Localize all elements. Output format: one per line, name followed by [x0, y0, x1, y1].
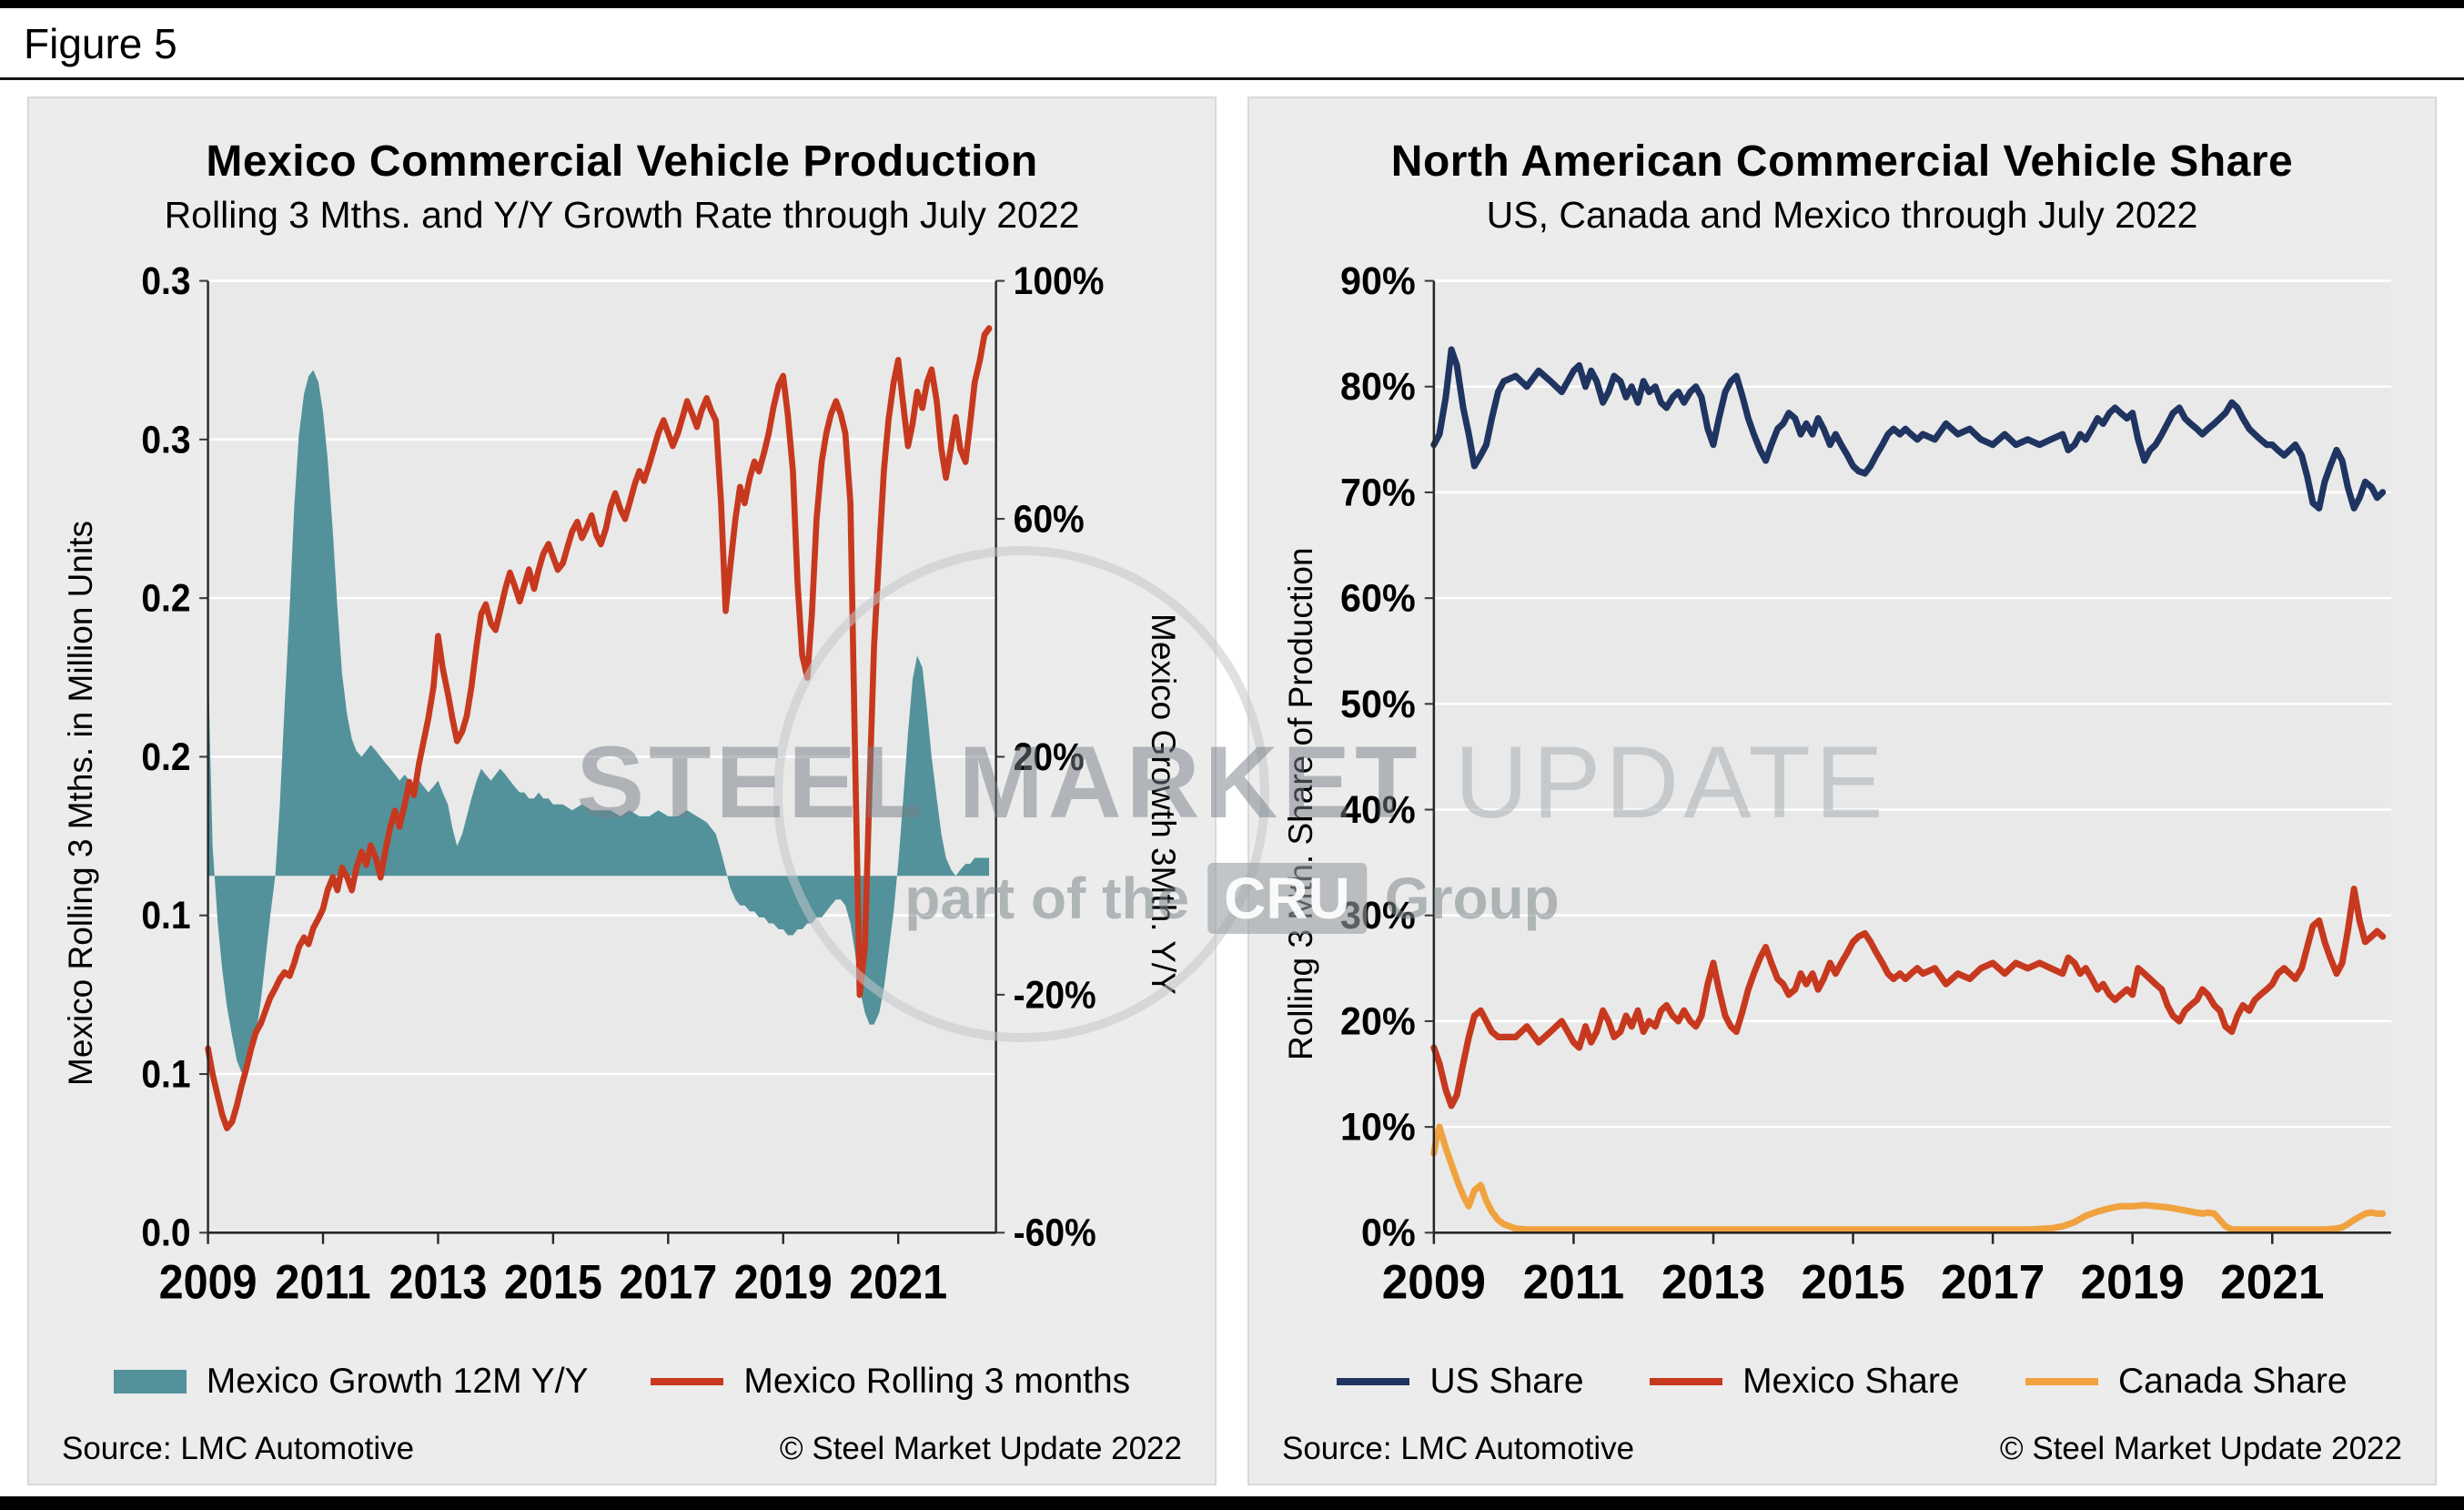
- legend-item: Canada Share: [2025, 1362, 2348, 1402]
- mexico-production-chart: 0.0 0.1 0.1 0.2 0.2 0.3 0.3 -60% -20% 20% 60% 100% 2…: [111, 264, 1133, 1343]
- svg-text:2011: 2011: [275, 1255, 370, 1309]
- legend-left-panel: Mexico Growth 12M Y/Y Mexico Rolling 3 mo…: [51, 1347, 1193, 1416]
- svg-text:2015: 2015: [504, 1255, 602, 1309]
- svg-text:2019: 2019: [2081, 1256, 2185, 1310]
- chart-title-right-panel: North American Commercial Vehicle Share: [1390, 137, 2294, 186]
- chart-title-left-panel: Mexico Commercial Vehicle Production: [206, 137, 1038, 186]
- svg-text:2011: 2011: [1523, 1256, 1624, 1310]
- chart-area-right-panel: Rolling 3 Mth. Share of Production 0% 10%…: [1271, 264, 2413, 1343]
- svg-text:80%: 80%: [1340, 365, 1416, 409]
- svg-text:30%: 30%: [1340, 894, 1416, 937]
- svg-text:90%: 90%: [1340, 264, 1416, 302]
- svg-text:2015: 2015: [1801, 1256, 1904, 1310]
- svg-text:2009: 2009: [159, 1255, 258, 1309]
- legend-item: US Share: [1337, 1362, 1584, 1402]
- na-share-panel: North American Commercial Vehicle Share …: [1247, 96, 2437, 1485]
- chart-subtitle-right-panel: US, Canada and Mexico through July 2022: [1486, 194, 2198, 236]
- legend-label: Mexico Rolling 3 months: [743, 1362, 1131, 1401]
- svg-text:40%: 40%: [1340, 788, 1416, 832]
- figure-label: Figure 5: [24, 20, 177, 67]
- svg-text:2009: 2009: [1382, 1256, 1486, 1310]
- svg-text:60%: 60%: [1014, 497, 1085, 541]
- svg-text:70%: 70%: [1340, 471, 1416, 514]
- copyright-note: © Steel Market Update 2022: [779, 1431, 1182, 1466]
- svg-text:50%: 50%: [1340, 682, 1416, 725]
- svg-text:2017: 2017: [1941, 1256, 2045, 1310]
- header-divider: [0, 77, 2464, 80]
- svg-text:60%: 60%: [1340, 576, 1416, 620]
- na-share-chart: 0% 10% 20% 30% 40% 50% 60% 70% 80% 90% 2009 2011 201…: [1331, 264, 2413, 1343]
- legend-item: Mexico Rolling 3 months: [651, 1362, 1130, 1402]
- copyright-note: © Steel Market Update 2022: [1999, 1431, 2402, 1466]
- source-note: Source: LMC Automotive: [1282, 1431, 1635, 1466]
- svg-text:0.2: 0.2: [141, 735, 190, 778]
- legend-area-swatch: [113, 1370, 187, 1393]
- legend-label: Canada Share: [2117, 1362, 2348, 1401]
- svg-text:2013: 2013: [389, 1255, 487, 1309]
- legend-right-panel: US Share Mexico Share Canada Share: [1271, 1347, 2413, 1416]
- svg-text:-60%: -60%: [1014, 1211, 1096, 1254]
- legend-label: US Share: [1429, 1362, 1584, 1401]
- legend-line-swatch: [1650, 1378, 1723, 1385]
- legend-item: Mexico Growth 12M Y/Y: [113, 1362, 589, 1402]
- svg-text:0.1: 0.1: [141, 1052, 190, 1096]
- share-y-axis-title: Rolling 3 Mth. Share of Production: [1282, 547, 1319, 1060]
- svg-text:2013: 2013: [1661, 1256, 1765, 1310]
- chart-svg: 0.0 0.1 0.1 0.2 0.2 0.3 0.3 -60% -20% 20% 60% 100% 2…: [141, 264, 1105, 1309]
- svg-text:10%: 10%: [1340, 1105, 1416, 1149]
- primary-y-axis-title: Mexico Rolling 3 Mths. in Million Units: [62, 521, 99, 1087]
- svg-text:2021: 2021: [2220, 1256, 2324, 1310]
- source-note: Source: LMC Automotive: [62, 1431, 415, 1466]
- svg-text:0%: 0%: [1361, 1211, 1416, 1254]
- chart-area-left-panel: Mexico Rolling 3 Mths. in Million Units …: [51, 264, 1193, 1343]
- svg-text:0.2: 0.2: [141, 576, 190, 620]
- legend-item: Mexico Share: [1650, 1362, 1960, 1402]
- svg-text:2021: 2021: [849, 1255, 947, 1309]
- legend-line-swatch: [1337, 1378, 1410, 1385]
- svg-text:-20%: -20%: [1014, 973, 1096, 1017]
- svg-text:2019: 2019: [734, 1255, 833, 1309]
- chart-subtitle-left-panel: Rolling 3 Mths. and Y/Y Growth Rate thro…: [164, 194, 1080, 236]
- footer-left-panel: Source: LMC Automotive © Steel Market Up…: [51, 1416, 1193, 1473]
- mexico-production-panel: Mexico Commercial Vehicle Production Rol…: [27, 96, 1217, 1485]
- top-border: [0, 0, 2464, 8]
- svg-text:0.0: 0.0: [141, 1211, 190, 1254]
- svg-text:0.1: 0.1: [141, 894, 190, 937]
- svg-text:20%: 20%: [1340, 999, 1416, 1043]
- bottom-border: [0, 1496, 2464, 1510]
- svg-text:0.3: 0.3: [141, 418, 190, 461]
- panels-container: Mexico Commercial Vehicle Production Rol…: [0, 80, 2464, 1485]
- secondary-y-axis-title: Mexico Growth 3Mth. Y/Y: [1145, 613, 1182, 995]
- svg-text:100%: 100%: [1014, 264, 1105, 302]
- svg-text:2017: 2017: [619, 1255, 717, 1309]
- legend-label: Mexico Growth 12M Y/Y: [206, 1362, 589, 1401]
- footer-right-panel: Source: LMC Automotive © Steel Market Up…: [1271, 1416, 2413, 1473]
- chart-svg: 0% 10% 20% 30% 40% 50% 60% 70% 80% 90% 2009 2011 201…: [1340, 264, 2391, 1310]
- legend-line-swatch: [651, 1378, 724, 1385]
- legend-line-swatch: [2025, 1378, 2098, 1385]
- svg-text:20%: 20%: [1014, 735, 1085, 778]
- svg-text:0.3: 0.3: [141, 264, 190, 302]
- legend-label: Mexico Share: [1742, 1362, 1960, 1401]
